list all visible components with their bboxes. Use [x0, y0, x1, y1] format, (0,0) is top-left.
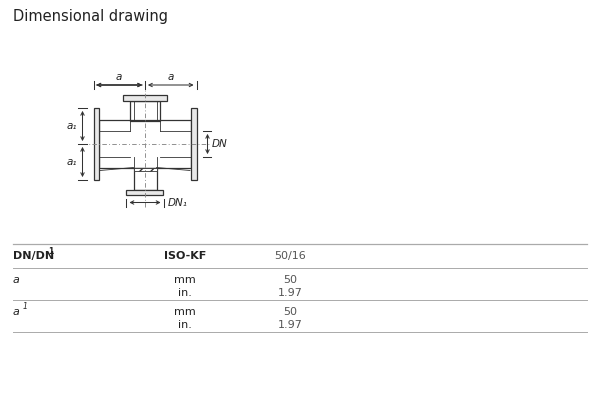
Bar: [133, 168, 157, 190]
Text: DN: DN: [211, 139, 227, 149]
Text: a: a: [116, 73, 122, 83]
Text: in.: in.: [178, 288, 192, 298]
Text: DN/DN: DN/DN: [13, 251, 54, 261]
Text: 1.97: 1.97: [278, 320, 302, 330]
Text: mm: mm: [174, 307, 196, 317]
Text: in.: in.: [178, 320, 192, 330]
Text: a: a: [167, 73, 174, 83]
Text: ISO-KF: ISO-KF: [164, 251, 206, 261]
Text: 1: 1: [49, 247, 54, 257]
Text: a₁: a₁: [67, 121, 77, 131]
Text: 50/16: 50/16: [274, 251, 306, 261]
Bar: [191, 108, 197, 180]
Text: a: a: [13, 307, 20, 317]
Text: 1.97: 1.97: [278, 288, 302, 298]
Bar: [99, 120, 191, 168]
Bar: [123, 95, 167, 101]
Text: 50: 50: [283, 307, 297, 317]
Bar: [130, 101, 160, 120]
Text: DN₁: DN₁: [167, 198, 187, 207]
Text: 1: 1: [23, 302, 28, 311]
Bar: [94, 108, 99, 180]
Bar: [133, 168, 157, 170]
Text: 50: 50: [283, 275, 297, 285]
Text: a: a: [13, 275, 20, 285]
Text: Dimensional drawing: Dimensional drawing: [13, 9, 168, 24]
Text: mm: mm: [174, 275, 196, 285]
Bar: [127, 190, 163, 194]
Text: a₁: a₁: [67, 157, 77, 167]
